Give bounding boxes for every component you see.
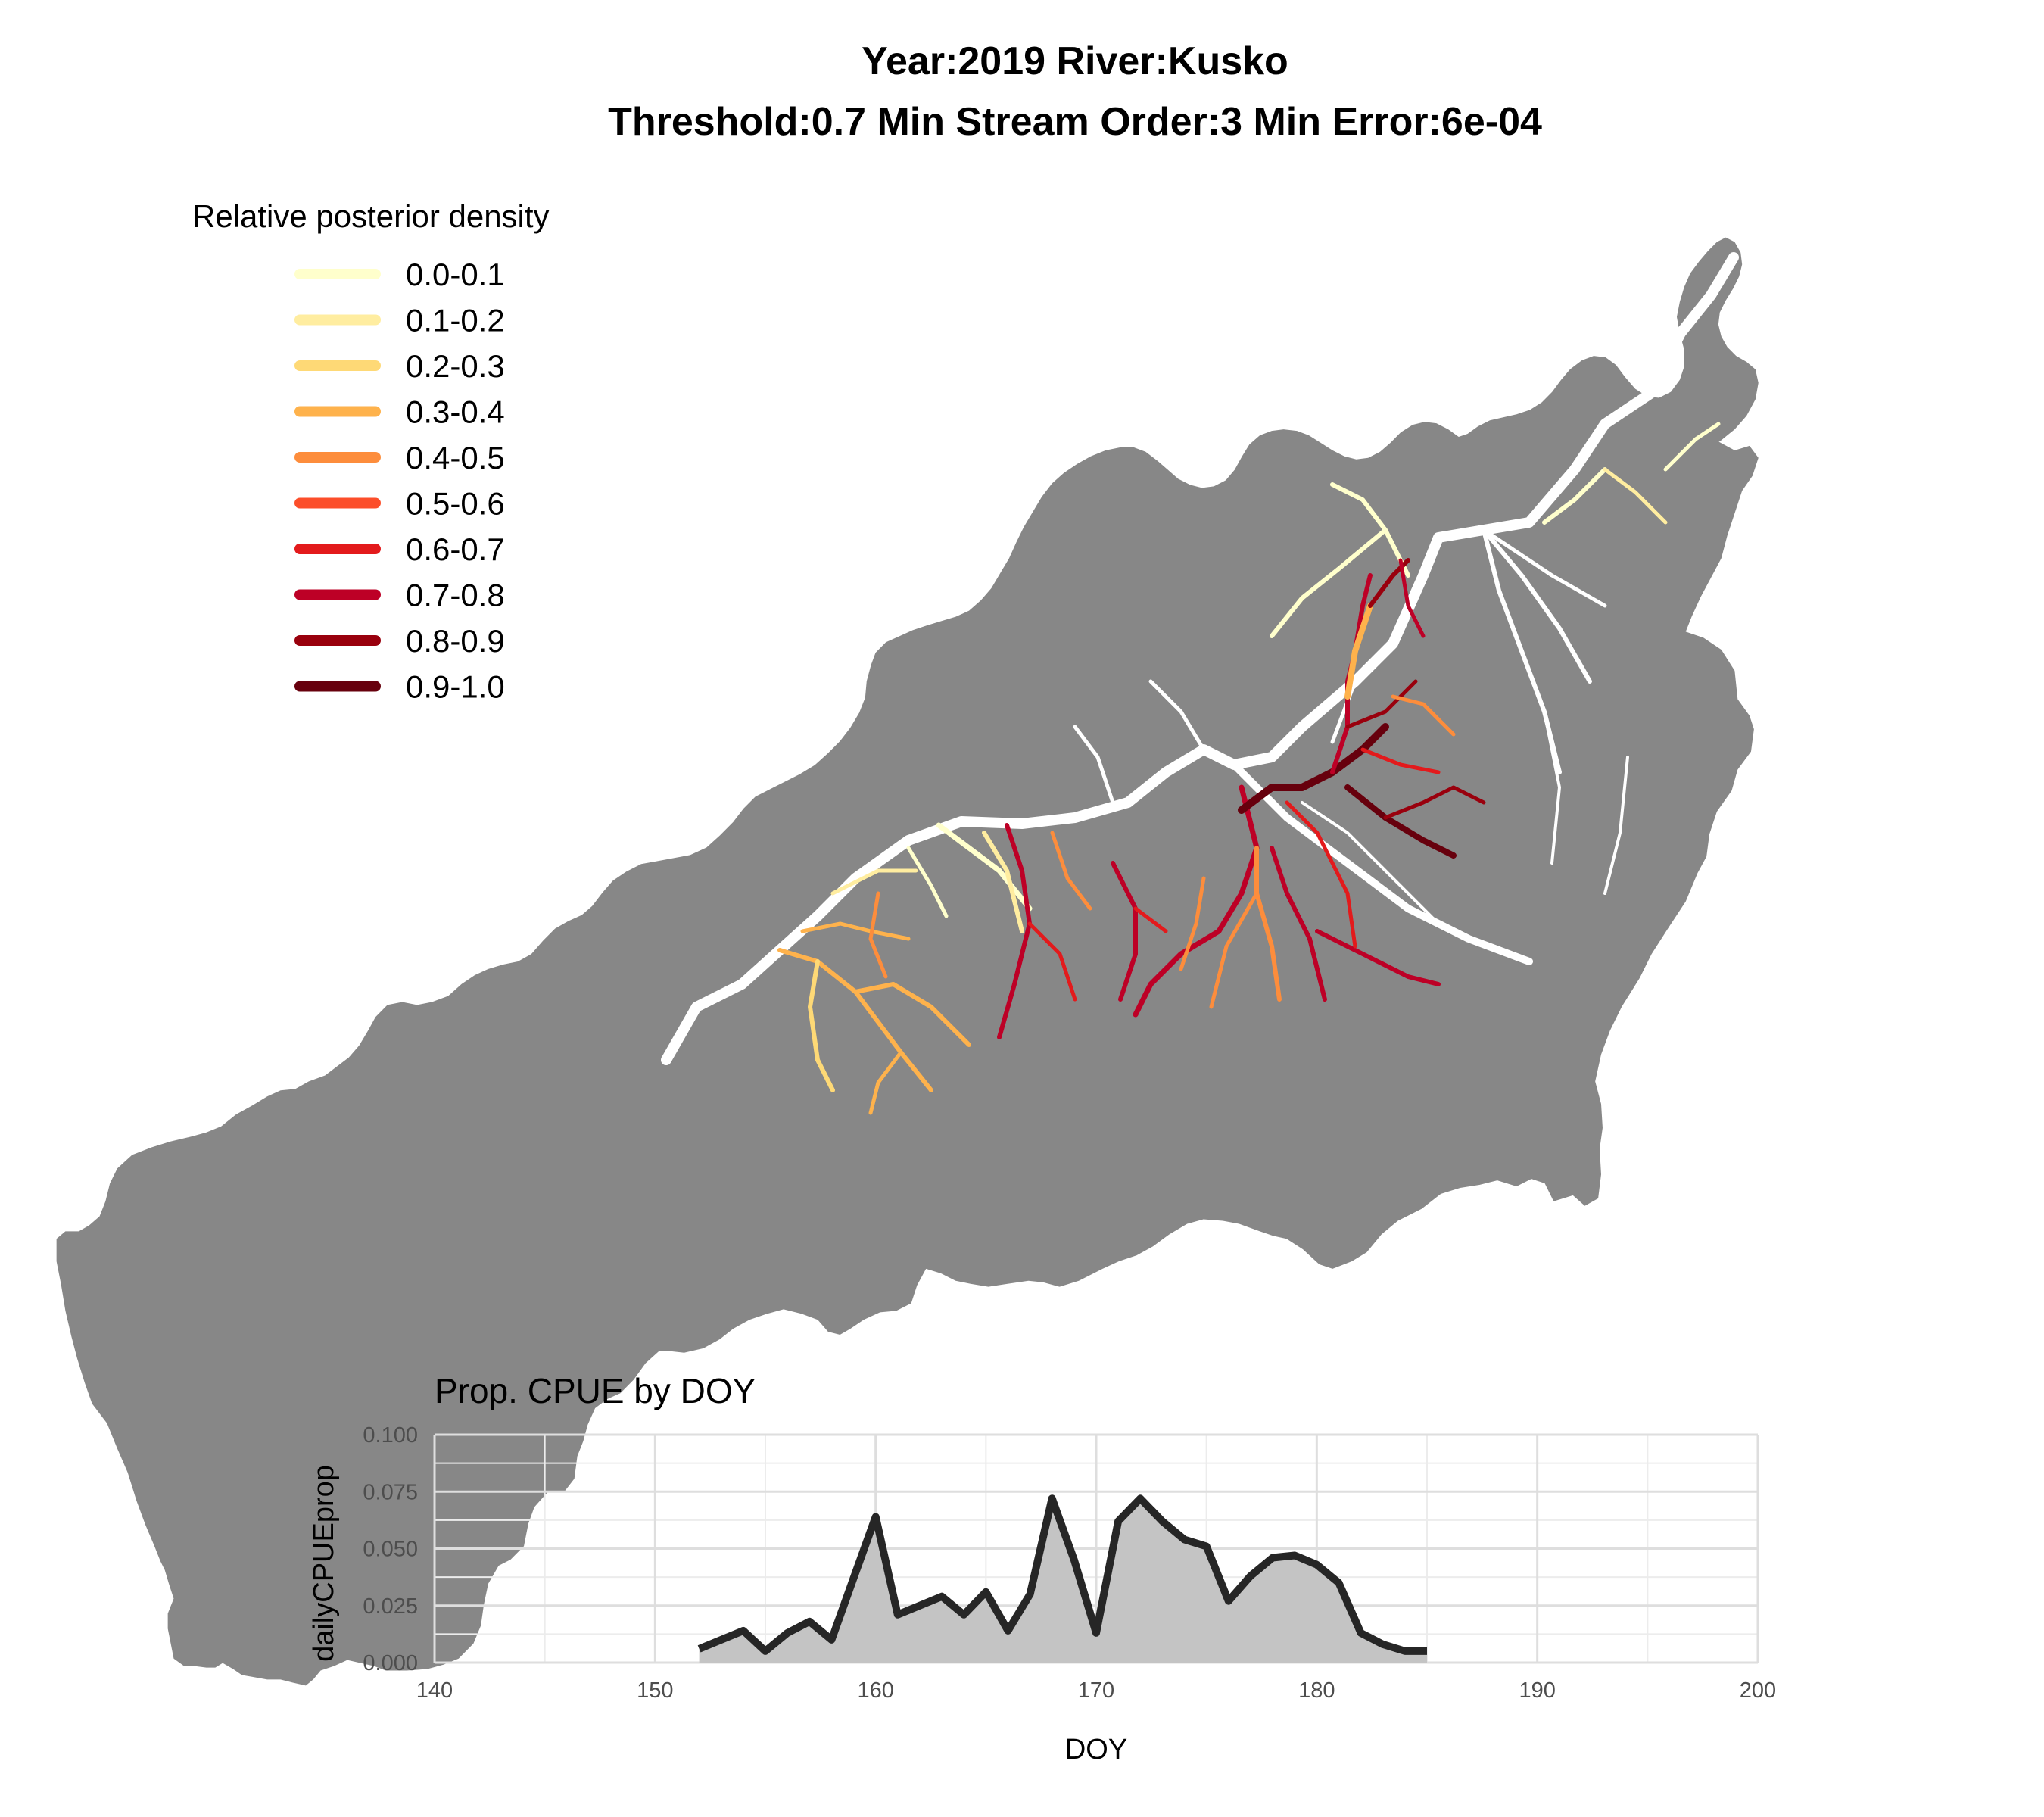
river-segment xyxy=(1344,603,1373,700)
river-segment xyxy=(1383,785,1486,820)
x-tick-label: 160 xyxy=(857,1678,893,1703)
basin-shape xyxy=(56,237,1759,1686)
river-segment xyxy=(1270,528,1388,638)
y-tick-label: 0.075 xyxy=(363,1480,418,1504)
river-segment xyxy=(1345,679,1418,729)
river-segment xyxy=(1073,725,1115,805)
river-segment xyxy=(1050,831,1092,911)
legend-label: 0.2-0.3 xyxy=(406,348,505,384)
river-segment xyxy=(1315,929,1441,986)
river-segment xyxy=(1148,679,1206,752)
legend-label: 0.1-0.2 xyxy=(406,303,505,338)
x-tick-label: 200 xyxy=(1740,1678,1776,1703)
x-tick-label: 140 xyxy=(416,1678,453,1703)
y-axis-title: dailyCPUEprop xyxy=(308,1465,340,1662)
river-segment xyxy=(1285,800,1357,949)
cpue-area xyxy=(699,1498,1427,1663)
river-segment xyxy=(1603,467,1668,525)
river-segment xyxy=(1270,846,1327,1002)
river-segment xyxy=(1543,710,1561,865)
river-segment xyxy=(1209,891,1259,1009)
river-segment xyxy=(1344,784,1457,859)
y-tick-label: 0.000 xyxy=(363,1651,418,1675)
x-axis-ticks: 140 150 160 170 180 190 200 xyxy=(416,1678,1776,1703)
legend: Relative posterior density 0.0-0.1 0.1-0.… xyxy=(192,198,550,705)
river-segment xyxy=(1482,528,1592,684)
y-tick-label: 0.100 xyxy=(363,1423,418,1448)
river-segment xyxy=(1663,422,1721,472)
river-segment xyxy=(1360,747,1441,774)
legend-label: 0.5-0.6 xyxy=(406,486,505,522)
river-segment xyxy=(800,921,911,941)
river-segment xyxy=(777,948,933,1092)
cpue-line xyxy=(697,1494,1427,1655)
legend-label: 0.7-0.8 xyxy=(406,578,505,613)
river-segment xyxy=(868,1050,903,1115)
x-tick-label: 150 xyxy=(637,1678,673,1703)
river-segment xyxy=(906,846,949,918)
title-line-2: Threshold:0.7 Min Stream Order:3 Min Err… xyxy=(608,100,1542,144)
river-segment xyxy=(661,252,1739,1065)
river-segment xyxy=(830,868,918,896)
x-axis-title: DOY xyxy=(1065,1734,1127,1766)
title-line-1: Year:2019 River:Kusko xyxy=(862,39,1288,83)
chart-title: Prop. CPUE by DOY xyxy=(435,1371,756,1410)
y-axis-ticks: 0.000 0.025 0.050 0.075 0.100 xyxy=(363,1423,418,1675)
river-segment xyxy=(936,822,1033,912)
river-segment xyxy=(1398,558,1426,638)
river-segment xyxy=(1111,861,1138,1002)
river-segment xyxy=(1133,906,1168,933)
river-segment xyxy=(1179,876,1206,971)
river-segment xyxy=(1027,921,1077,1002)
river-segment xyxy=(1603,756,1629,895)
cpue-chart: Prop. CPUE by DOY 140 150 160 170 180 190 200 … xyxy=(308,1371,1776,1766)
river-segment xyxy=(1238,723,1389,814)
legend-title: Relative posterior density xyxy=(192,198,550,234)
river-segment xyxy=(853,982,971,1047)
legend-label: 0.6-0.7 xyxy=(406,531,505,567)
river-segment xyxy=(1391,694,1456,737)
legend-label: 0.3-0.4 xyxy=(406,394,505,430)
river-segment xyxy=(982,831,1024,933)
river-segment xyxy=(1230,761,1533,965)
legend-label: 0.0-0.1 xyxy=(406,257,505,292)
river-segment xyxy=(808,959,835,1092)
river-segment xyxy=(868,891,888,979)
x-tick-label: 170 xyxy=(1078,1678,1114,1703)
river-segment xyxy=(1254,846,1282,1002)
x-tick-label: 180 xyxy=(1298,1678,1335,1703)
y-tick-label: 0.050 xyxy=(363,1538,418,1562)
river-segment xyxy=(1301,801,1440,925)
x-tick-label: 190 xyxy=(1519,1678,1555,1703)
legend-label: 0.9-1.0 xyxy=(406,669,505,705)
river-segment xyxy=(1482,528,1607,608)
river-segment xyxy=(1330,482,1410,578)
y-tick-label: 0.025 xyxy=(363,1594,418,1619)
river-segment xyxy=(1542,467,1607,525)
river-network xyxy=(661,252,1739,1115)
legend-items: 0.0-0.1 0.1-0.2 0.2-0.3 0.3-0.4 0.4-0.5 0.5-0… xyxy=(294,257,505,705)
legend-label: 0.8-0.9 xyxy=(406,623,505,659)
legend-label: 0.4-0.5 xyxy=(406,440,505,475)
basin-map xyxy=(56,237,1759,1686)
